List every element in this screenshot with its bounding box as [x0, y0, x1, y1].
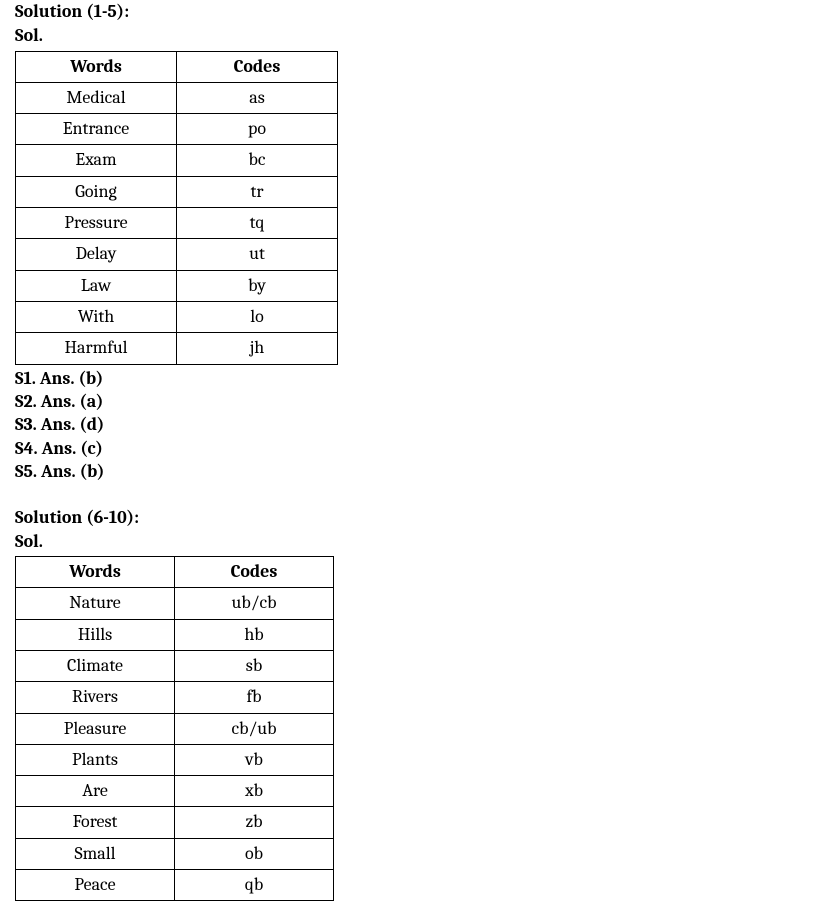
cell-word: Pressure: [16, 208, 177, 239]
cell-code: as: [177, 82, 338, 113]
cell-word: Exam: [16, 145, 177, 176]
table-row: Arexb: [16, 776, 334, 807]
table-row: Hillshb: [16, 619, 334, 650]
col-words: Words: [16, 51, 177, 82]
table-row: Peaceqb: [16, 870, 334, 901]
cell-word: Harmful: [16, 333, 177, 364]
section1-subtitle: Sol.: [15, 24, 815, 48]
answer-line: S3. Ans. (d): [15, 413, 815, 436]
table-row: Forestzb: [16, 807, 334, 838]
answer-line: S2. Ans. (a): [15, 390, 815, 413]
cell-word: Entrance: [16, 114, 177, 145]
cell-code: sb: [175, 651, 334, 682]
col-codes: Codes: [175, 557, 334, 588]
answers-block-1: S1. Ans. (b) S2. Ans. (a) S3. Ans. (d) S…: [15, 367, 815, 484]
table-row: Withlo: [16, 301, 338, 332]
cell-word: Plants: [16, 744, 175, 775]
table-row: Smallob: [16, 838, 334, 869]
cell-code: fb: [175, 682, 334, 713]
cell-code: qb: [175, 870, 334, 901]
table-row: Plantsvb: [16, 744, 334, 775]
cell-word: Medical: [16, 82, 177, 113]
solution-table-2: Words Codes Natureub/cb Hillshb Climates…: [15, 556, 334, 901]
cell-code: xb: [175, 776, 334, 807]
table-row: Lawby: [16, 270, 338, 301]
cell-word: With: [16, 301, 177, 332]
table-row: Pressuretq: [16, 208, 338, 239]
cell-code: po: [177, 114, 338, 145]
cell-code: ub/cb: [175, 588, 334, 619]
cell-word: Climate: [16, 651, 175, 682]
cell-code: bc: [177, 145, 338, 176]
cell-code: ut: [177, 239, 338, 270]
cell-code: zb: [175, 807, 334, 838]
cell-code: jh: [177, 333, 338, 364]
table-row: Medicalas: [16, 82, 338, 113]
col-codes: Codes: [177, 51, 338, 82]
cell-code: cb/ub: [175, 713, 334, 744]
cell-code: ob: [175, 838, 334, 869]
table-row: Delayut: [16, 239, 338, 270]
table-row: Climatesb: [16, 651, 334, 682]
col-words: Words: [16, 557, 175, 588]
cell-word: Are: [16, 776, 175, 807]
table-row: Pleasurecb/ub: [16, 713, 334, 744]
section2-title: Solution (6-10):: [15, 506, 815, 530]
cell-word: Rivers: [16, 682, 175, 713]
cell-code: tq: [177, 208, 338, 239]
cell-code: hb: [175, 619, 334, 650]
table-row: Entrancepo: [16, 114, 338, 145]
table-row: Riversfb: [16, 682, 334, 713]
answer-line: S4. Ans. (c): [15, 437, 815, 460]
table-header-row: Words Codes: [16, 557, 334, 588]
cell-word: Law: [16, 270, 177, 301]
cell-word: Pleasure: [16, 713, 175, 744]
cell-word: Nature: [16, 588, 175, 619]
answer-line: S5. Ans. (b): [15, 460, 815, 483]
table-header-row: Words Codes: [16, 51, 338, 82]
cell-word: Forest: [16, 807, 175, 838]
cell-word: Delay: [16, 239, 177, 270]
cell-word: Peace: [16, 870, 175, 901]
cell-code: lo: [177, 301, 338, 332]
table-row: Exambc: [16, 145, 338, 176]
cell-code: by: [177, 270, 338, 301]
cell-word: Going: [16, 176, 177, 207]
section2-subtitle: Sol.: [15, 530, 815, 554]
table-row: Harmfuljh: [16, 333, 338, 364]
answer-line: S1. Ans. (b): [15, 367, 815, 390]
cell-code: tr: [177, 176, 338, 207]
solution-table-1: Words Codes Medicalas Entrancepo Exambc …: [15, 51, 338, 365]
table-row: Goingtr: [16, 176, 338, 207]
cell-code: vb: [175, 744, 334, 775]
section1-title: Solution (1-5):: [15, 0, 815, 24]
cell-word: Hills: [16, 619, 175, 650]
table-row: Natureub/cb: [16, 588, 334, 619]
cell-word: Small: [16, 838, 175, 869]
section-spacer: [15, 484, 815, 506]
